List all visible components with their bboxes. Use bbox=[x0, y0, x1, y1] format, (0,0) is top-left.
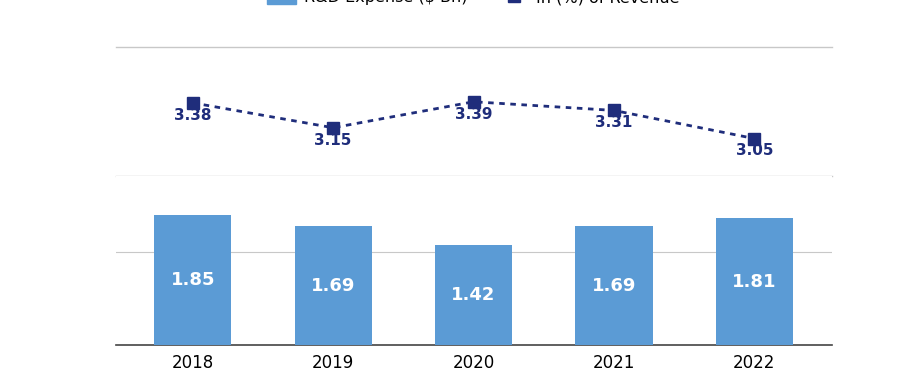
Bar bbox=[154, 215, 231, 345]
Text: 1.69: 1.69 bbox=[311, 277, 356, 295]
Text: 1.69: 1.69 bbox=[591, 277, 636, 295]
Text: 3.15: 3.15 bbox=[314, 133, 352, 147]
Text: 1.81: 1.81 bbox=[732, 273, 777, 291]
Text: 3.31: 3.31 bbox=[595, 115, 633, 130]
Text: 1.85: 1.85 bbox=[170, 271, 215, 289]
Bar bbox=[435, 245, 512, 345]
Bar bbox=[716, 218, 793, 345]
Text: 1.42: 1.42 bbox=[451, 286, 496, 304]
Bar bbox=[295, 227, 371, 345]
Legend: R&D Expense ($ Bn), In (%) of Revenue: R&D Expense ($ Bn), In (%) of Revenue bbox=[261, 0, 687, 12]
Text: 3.39: 3.39 bbox=[455, 107, 492, 121]
Text: 3.05: 3.05 bbox=[736, 144, 773, 158]
Bar bbox=[576, 227, 652, 345]
Text: 3.38: 3.38 bbox=[174, 108, 212, 123]
